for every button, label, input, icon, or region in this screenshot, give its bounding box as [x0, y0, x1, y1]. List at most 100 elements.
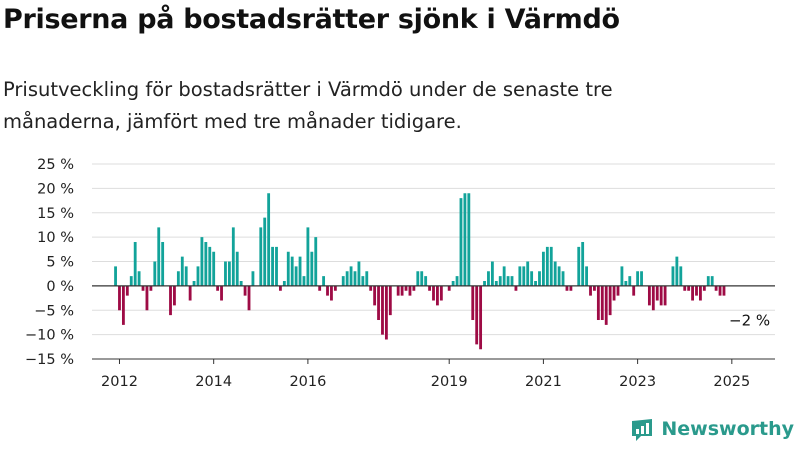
bar	[318, 285, 322, 291]
y-tick-label: −10 %	[25, 328, 74, 344]
bar	[137, 271, 141, 286]
bar	[471, 285, 475, 321]
bar	[490, 261, 494, 286]
bar	[114, 266, 117, 286]
bar	[298, 256, 302, 286]
bar	[510, 276, 514, 286]
bar	[227, 261, 231, 286]
y-tick-label: 20 %	[37, 181, 74, 197]
bar	[396, 285, 400, 296]
bar	[333, 285, 337, 291]
bar	[341, 276, 345, 286]
gridlines	[92, 163, 775, 360]
bar	[679, 266, 683, 286]
bar	[628, 276, 632, 286]
bar	[416, 271, 420, 286]
latest-value-annotation: −2 %	[729, 312, 770, 330]
bar	[141, 285, 145, 291]
bar	[314, 237, 318, 286]
bar	[714, 285, 718, 291]
bar	[263, 217, 267, 286]
y-axis-ticks: 25 % 20 % 15 % 10 % 5 % 0 % −5 % −10 % −15 %	[25, 157, 74, 368]
bar	[439, 285, 443, 301]
y-tick-label: 15 %	[37, 206, 74, 222]
bar	[161, 242, 165, 286]
bar	[290, 256, 294, 286]
bar	[675, 256, 679, 286]
bar	[220, 285, 223, 301]
bar	[345, 271, 349, 286]
bar	[176, 271, 180, 286]
bar	[275, 246, 278, 286]
bar	[208, 246, 212, 286]
bar	[420, 271, 424, 286]
bar	[494, 281, 498, 286]
bar	[373, 285, 377, 306]
bar	[133, 242, 137, 286]
brand-name: Newsworthy	[661, 418, 794, 440]
bar	[180, 256, 184, 286]
axes	[92, 285, 775, 360]
bar	[498, 276, 502, 286]
bar	[369, 285, 373, 291]
bar	[192, 281, 196, 286]
bar	[196, 266, 200, 286]
newsworthy-logo-icon	[632, 419, 653, 441]
bar	[526, 261, 530, 286]
bar	[557, 266, 561, 286]
bar	[436, 285, 439, 306]
bar	[565, 285, 569, 291]
bar	[310, 251, 314, 286]
bar	[286, 251, 290, 286]
bar	[361, 276, 365, 286]
bar	[710, 276, 714, 286]
x-tick-label: 2021	[525, 374, 562, 390]
bar	[702, 285, 706, 291]
bar	[381, 285, 384, 335]
bar	[259, 227, 263, 286]
bar	[400, 285, 404, 296]
x-axis-ticks: 2012 2014 2016 2019 2021 2023 2025	[101, 359, 750, 390]
bar	[125, 285, 129, 296]
bar	[118, 285, 121, 311]
bar	[408, 285, 412, 296]
bar	[157, 227, 161, 286]
bar	[279, 285, 282, 291]
bar	[282, 281, 286, 286]
bar	[384, 285, 388, 340]
x-tick-label: 2012	[101, 374, 138, 390]
bar	[247, 285, 251, 311]
bar	[451, 281, 455, 286]
bar	[184, 266, 188, 286]
bars	[114, 193, 726, 350]
bar	[514, 285, 518, 291]
bar	[200, 237, 204, 286]
bar	[216, 285, 220, 291]
bar	[330, 285, 333, 301]
bar	[530, 271, 534, 286]
bar	[608, 285, 612, 316]
bar	[699, 285, 702, 301]
bar	[224, 261, 227, 286]
y-tick-label: 0 %	[46, 279, 74, 295]
newsworthy-brand[interactable]: Newsworthy	[629, 414, 794, 444]
bar	[593, 285, 596, 291]
bar	[169, 285, 172, 316]
bar	[487, 271, 490, 286]
chart-title: Priserna på bostadsrätter sjönk i Värmdö	[3, 4, 620, 35]
bar	[534, 281, 537, 286]
bar	[173, 285, 176, 306]
bar	[612, 285, 616, 301]
bar	[267, 193, 271, 286]
bar	[620, 266, 624, 286]
bar	[483, 281, 486, 286]
bar	[231, 227, 235, 286]
bar	[467, 193, 471, 286]
bar	[365, 271, 369, 286]
bar	[424, 276, 428, 286]
bar	[691, 285, 694, 301]
bar	[428, 285, 431, 291]
bar	[624, 281, 628, 286]
y-tick-label: 25 %	[37, 157, 74, 173]
